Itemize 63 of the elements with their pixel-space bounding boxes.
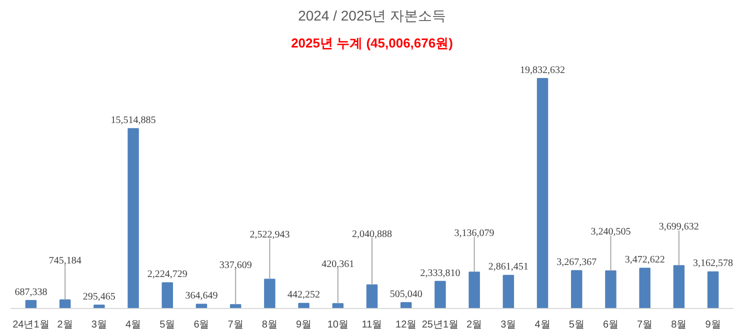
data-label: 2,333,810 xyxy=(420,268,460,279)
bar xyxy=(264,278,276,308)
bar xyxy=(502,274,514,308)
data-label: 3,136,079 xyxy=(454,228,494,240)
x-tick-label: 24년1월 xyxy=(12,320,50,330)
x-tick-label: 2월 xyxy=(466,320,482,330)
data-label: 745,184 xyxy=(48,256,82,267)
data-label: 364,649 xyxy=(185,290,218,302)
data-label: 3,162,578 xyxy=(693,258,734,270)
bar xyxy=(571,270,582,308)
data-label: 420,361 xyxy=(322,259,354,270)
x-tick-label: 5월 xyxy=(160,320,176,330)
bar xyxy=(332,303,344,308)
data-label: 3,472,622 xyxy=(624,254,665,266)
bar xyxy=(59,299,71,308)
bar xyxy=(400,302,412,308)
bar xyxy=(366,284,378,308)
data-label: 3,240,505 xyxy=(590,226,631,238)
x-tick-label: 8월 xyxy=(262,320,278,330)
bar xyxy=(605,270,616,308)
data-label: 505,040 xyxy=(390,288,422,300)
x-tick-label: 12월 xyxy=(396,320,417,330)
data-label: 295,465 xyxy=(82,291,116,302)
x-tick-label: 5월 xyxy=(568,320,584,330)
x-tick-label: 8월 xyxy=(671,320,687,330)
x-tick-label: 25년1월 xyxy=(422,320,459,330)
x-tick-label: 6월 xyxy=(194,320,210,330)
x-tick-label: 11월 xyxy=(362,320,382,330)
bar xyxy=(673,265,685,308)
x-tick-label: 9월 xyxy=(296,320,312,330)
x-tick-label: 9월 xyxy=(705,320,721,330)
data-label: 19,832,632 xyxy=(520,64,566,76)
data-label: 15,514,885 xyxy=(110,114,156,126)
bar xyxy=(639,268,650,308)
bar xyxy=(25,300,37,308)
bar xyxy=(707,271,719,308)
x-tick-label: 7월 xyxy=(228,320,244,330)
data-label: 687,338 xyxy=(14,286,48,298)
data-label: 337,609 xyxy=(219,260,252,272)
data-label: 442,252 xyxy=(288,290,320,301)
bar xyxy=(298,302,310,308)
x-tick-label: 10월 xyxy=(327,320,348,330)
data-label: 2,040,888 xyxy=(352,228,392,240)
x-tick-label: 7월 xyxy=(637,320,653,330)
x-tick-label: 4월 xyxy=(534,320,550,330)
data-label: 3,699,632 xyxy=(658,221,699,232)
bar xyxy=(468,272,480,308)
bar xyxy=(128,128,139,308)
x-tick-label: 3월 xyxy=(500,320,516,330)
data-label: 3,267,367 xyxy=(556,256,597,268)
data-label: 2,861,451 xyxy=(488,262,528,273)
chart-title: 2024 / 2025년 자본소득 xyxy=(298,8,446,24)
chart-subtitle: 2025년 누계 (45,006,676원) xyxy=(291,36,453,50)
x-tick-label: 2월 xyxy=(57,320,73,330)
data-label: 2,522,943 xyxy=(250,230,290,241)
bar xyxy=(162,282,173,308)
bar xyxy=(94,304,105,308)
data-label: 2,224,729 xyxy=(147,269,188,280)
x-tick-label: 4월 xyxy=(125,320,142,330)
x-tick-label: 6월 xyxy=(602,320,619,330)
bar xyxy=(536,78,548,308)
bar xyxy=(434,280,446,308)
x-tick-label: 3월 xyxy=(91,320,107,330)
